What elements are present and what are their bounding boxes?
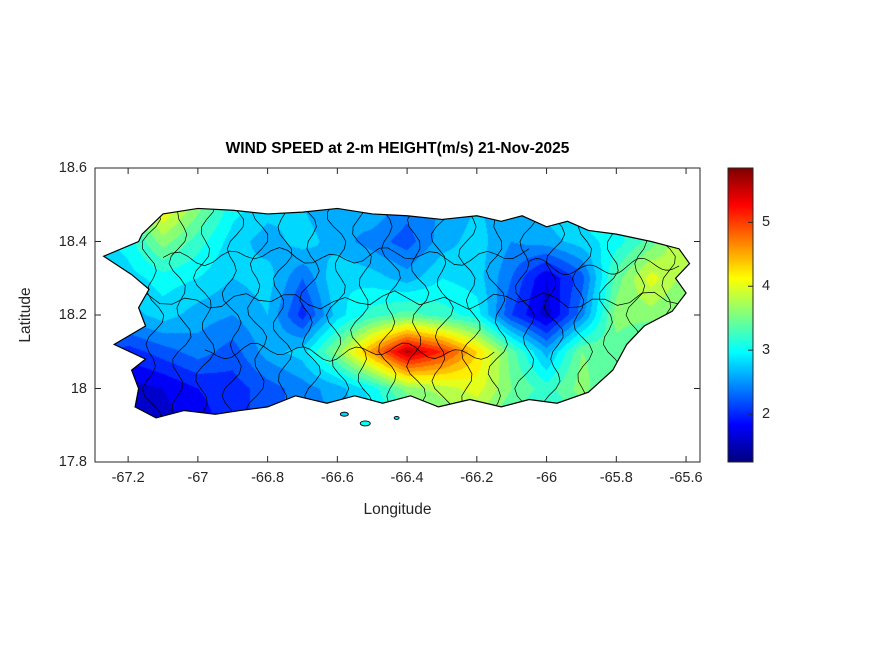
y-tick-label: 18 (70, 380, 87, 397)
x-tick-label: -67.2 (111, 470, 145, 486)
x-tick-label: -66.4 (390, 470, 424, 486)
colorbar-tick-label: 5 (762, 214, 771, 231)
x-tick-label: -67 (187, 470, 209, 486)
figure-title: WIND SPEED at 2-m HEIGHT(m/s) 21-Nov-202… (225, 140, 570, 157)
colorbar-tick-label: 4 (762, 278, 771, 295)
colorbar-tick-label: 2 (762, 406, 771, 423)
y-tick-label: 18.2 (58, 307, 87, 323)
colorbar (728, 168, 753, 462)
y-tick-label: 17.8 (58, 454, 87, 470)
y-axis-label: Latitude (17, 287, 34, 343)
x-tick-label: -66.6 (320, 470, 354, 486)
y-tick-label: 18.4 (58, 233, 87, 250)
x-tick-label: -66 (536, 470, 558, 486)
heatmap-canvas (95, 168, 700, 462)
x-tick-label: -66.8 (251, 470, 285, 486)
x-tick-label: -66.2 (460, 470, 494, 486)
x-tick-label: -65.6 (669, 470, 703, 486)
y-tick-label: 18.6 (58, 160, 87, 176)
colorbar-tick-label: 3 (762, 342, 771, 359)
x-tick-label: -65.8 (599, 470, 633, 486)
x-axis-label: Longitude (363, 501, 432, 518)
